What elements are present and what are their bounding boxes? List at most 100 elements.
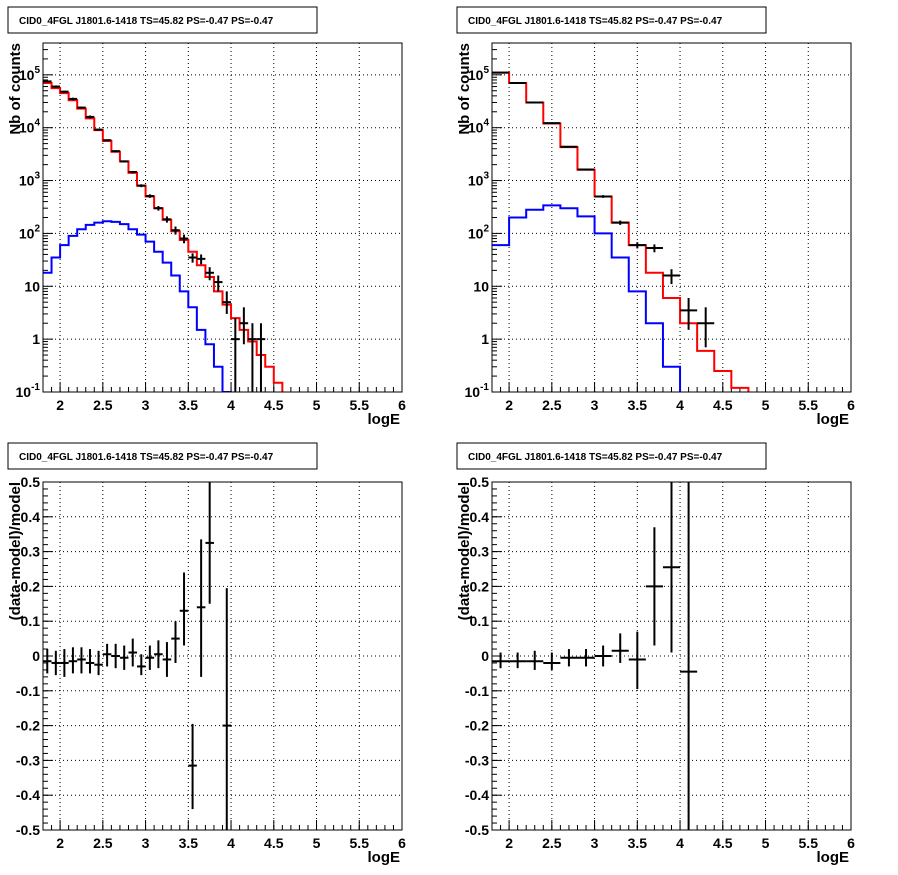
data-point xyxy=(526,101,544,104)
y-tick-label: -0.2 xyxy=(16,718,40,734)
y-tick-label: 0 xyxy=(481,648,489,664)
x-tick-label: 3 xyxy=(142,835,150,851)
y-tick-label: 0.3 xyxy=(470,544,490,560)
data-point xyxy=(102,643,112,667)
data-point xyxy=(43,649,52,674)
data-point xyxy=(60,90,69,93)
plot-frame xyxy=(42,481,403,831)
chart-panel-3: CID0_4FGL J1801.6-1418 TS=45.82 PS=-0.47… xyxy=(7,442,406,866)
data-point xyxy=(51,650,61,676)
y-tick-label: 10-1 xyxy=(465,382,490,400)
data-point xyxy=(60,649,69,677)
x-axis-label: logE xyxy=(368,411,401,428)
data-point xyxy=(94,128,103,131)
x-tick-label: 2 xyxy=(505,835,513,851)
y-tick-label: 0.1 xyxy=(470,613,490,629)
y-axis-label: Nb of counts xyxy=(456,43,473,135)
data-point xyxy=(222,291,232,314)
data-point xyxy=(77,106,86,109)
data-point xyxy=(256,323,266,392)
data-point xyxy=(492,652,510,669)
data-point xyxy=(509,652,527,669)
chart-title-box xyxy=(456,442,767,470)
data-point xyxy=(188,253,197,263)
data-point xyxy=(645,527,663,646)
data-point xyxy=(662,482,681,653)
data-point xyxy=(162,216,172,223)
chart-title: CID0_4FGL J1801.6-1418 TS=45.82 PS=-0.47… xyxy=(468,452,723,463)
data-point xyxy=(509,82,527,85)
data-point xyxy=(492,71,510,74)
y-tick-label: 103 xyxy=(468,171,490,189)
data-point xyxy=(560,145,578,148)
data-point xyxy=(145,194,155,198)
x-tick-label: 2.5 xyxy=(542,397,562,413)
x-tick-label: 5 xyxy=(762,397,770,413)
data-point xyxy=(205,482,214,604)
y-tick-label: 0.1 xyxy=(21,613,41,629)
data-point xyxy=(543,652,561,670)
y-tick-label: 0.3 xyxy=(21,544,41,560)
x-tick-label: 4.5 xyxy=(713,397,733,413)
y-tick-label: -0.4 xyxy=(16,787,40,803)
data-point xyxy=(111,643,120,669)
data-point xyxy=(577,649,595,667)
data-point xyxy=(85,649,95,674)
y-tick-label: 0.2 xyxy=(470,578,490,594)
data-point xyxy=(628,242,646,249)
data-point xyxy=(162,642,172,677)
data-point xyxy=(85,115,95,119)
y-axis-label: (data-model)/model xyxy=(456,482,473,620)
chart-title-box xyxy=(456,6,767,34)
data-point xyxy=(577,168,595,171)
y-tick-label: -0.5 xyxy=(16,822,40,838)
x-tick-label: 2 xyxy=(505,397,513,413)
x-tick-label: 3 xyxy=(142,397,150,413)
y-tick-label: 0.4 xyxy=(470,509,490,525)
data-point xyxy=(43,80,52,83)
data-point xyxy=(77,647,86,674)
data-point xyxy=(662,269,681,285)
y-tick-label: 0 xyxy=(32,648,40,664)
data-point xyxy=(680,298,698,330)
x-tick-label: 6 xyxy=(398,397,406,413)
data-point xyxy=(222,588,232,830)
y-tick-label: -0.2 xyxy=(465,718,489,734)
x-tick-label: 5.5 xyxy=(799,397,819,413)
data-point xyxy=(231,318,240,392)
x-tick-label: 3 xyxy=(591,835,599,851)
plot-area xyxy=(43,80,284,392)
data-point xyxy=(543,122,561,125)
data-point xyxy=(680,482,698,830)
chart-panel-4: CID0_4FGL J1801.6-1418 TS=45.82 PS=-0.47… xyxy=(456,442,855,866)
x-tick-label: 4 xyxy=(227,835,235,851)
x-axis-label: logE xyxy=(817,849,850,866)
x-tick-label: 6 xyxy=(398,835,406,851)
y-axis-label: Nb of counts xyxy=(7,43,24,135)
y-tick-label: 103 xyxy=(19,171,41,189)
x-tick-label: 2 xyxy=(56,835,64,851)
y-tick-label: 0.5 xyxy=(470,474,490,490)
y-tick-label: 10 xyxy=(24,278,40,294)
data-point xyxy=(697,307,715,348)
y-tick-label: 102 xyxy=(19,223,41,241)
data-point xyxy=(526,650,544,670)
x-tick-label: 3.5 xyxy=(179,397,199,413)
x-tick-label: 6 xyxy=(847,835,855,851)
data-point xyxy=(154,206,163,211)
model-total-histogram xyxy=(492,71,750,392)
y-tick-label: -0.4 xyxy=(465,787,489,803)
data-point xyxy=(205,267,214,281)
y-tick-label: 105 xyxy=(468,65,490,83)
y-tick-label: 10-1 xyxy=(16,382,41,400)
data-point xyxy=(137,184,146,188)
y-tick-label: 104 xyxy=(19,118,41,136)
y-tick-label: 0.4 xyxy=(21,509,41,525)
plot-frame xyxy=(491,481,852,831)
data-point xyxy=(171,226,180,235)
plot-area xyxy=(43,482,232,830)
data-point xyxy=(94,650,103,676)
x-tick-label: 4 xyxy=(676,397,684,413)
x-tick-label: 3.5 xyxy=(179,835,199,851)
